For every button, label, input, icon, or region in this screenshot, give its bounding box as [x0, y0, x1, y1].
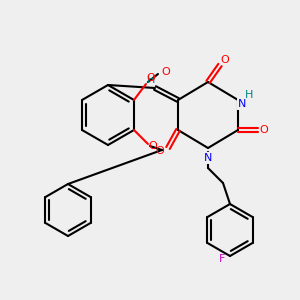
Text: H: H: [147, 75, 155, 85]
Text: F: F: [219, 254, 225, 264]
Text: H: H: [245, 90, 253, 100]
Text: O: O: [162, 67, 170, 77]
Text: O: O: [147, 73, 155, 83]
Text: O: O: [220, 55, 230, 65]
Text: O: O: [148, 141, 158, 151]
Text: O: O: [260, 125, 268, 135]
Text: N: N: [204, 153, 212, 163]
Text: N: N: [238, 99, 246, 109]
Text: O: O: [156, 146, 164, 156]
